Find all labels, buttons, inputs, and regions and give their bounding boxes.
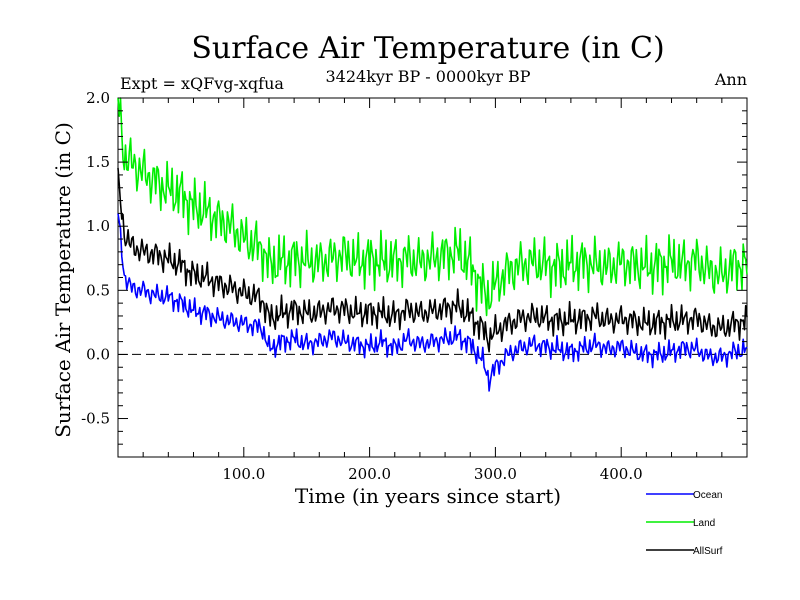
axis-ticks bbox=[118, 97, 747, 457]
season-label: Ann bbox=[714, 70, 747, 89]
x-tick-label: 300.0 bbox=[474, 465, 517, 483]
y-axis-label: Surface Air Temperature (in C) bbox=[51, 122, 75, 438]
y-tick-label: -0.5 bbox=[81, 410, 110, 428]
experiment-label: Expt = xQFvg-xqfua bbox=[120, 74, 284, 93]
y-tick-label: 1.0 bbox=[86, 217, 110, 235]
series-line-land bbox=[117, 97, 748, 317]
x-axis-label: Time (in years since start) bbox=[295, 484, 561, 508]
chart-subtitle: 3424kyr BP - 0000kyr BP bbox=[326, 67, 531, 86]
legend: Ocean Land AllSurf bbox=[646, 490, 723, 557]
axis-tick-labels: 100.0 200.0 300.0 400.0 -0.5 0.0 0.5 1.0 1.5 2.0 bbox=[81, 89, 643, 483]
legend-label-allsurf: AllSurf bbox=[693, 546, 723, 557]
x-tick-label: 100.0 bbox=[222, 465, 265, 483]
y-tick-label: 2.0 bbox=[86, 89, 110, 107]
y-tick-label: 0.0 bbox=[86, 345, 110, 363]
chart-title: Surface Air Temperature (in C) bbox=[191, 31, 664, 66]
legend-label-ocean: Ocean bbox=[693, 490, 722, 501]
series-lines bbox=[117, 97, 748, 392]
x-tick-label: 200.0 bbox=[348, 465, 391, 483]
legend-label-land: Land bbox=[693, 518, 715, 529]
series-line-allsurf bbox=[117, 167, 748, 353]
x-tick-label: 400.0 bbox=[600, 465, 643, 483]
y-tick-label: 0.5 bbox=[86, 281, 110, 299]
y-tick-label: 1.5 bbox=[86, 153, 110, 171]
series-line-ocean bbox=[117, 213, 748, 392]
